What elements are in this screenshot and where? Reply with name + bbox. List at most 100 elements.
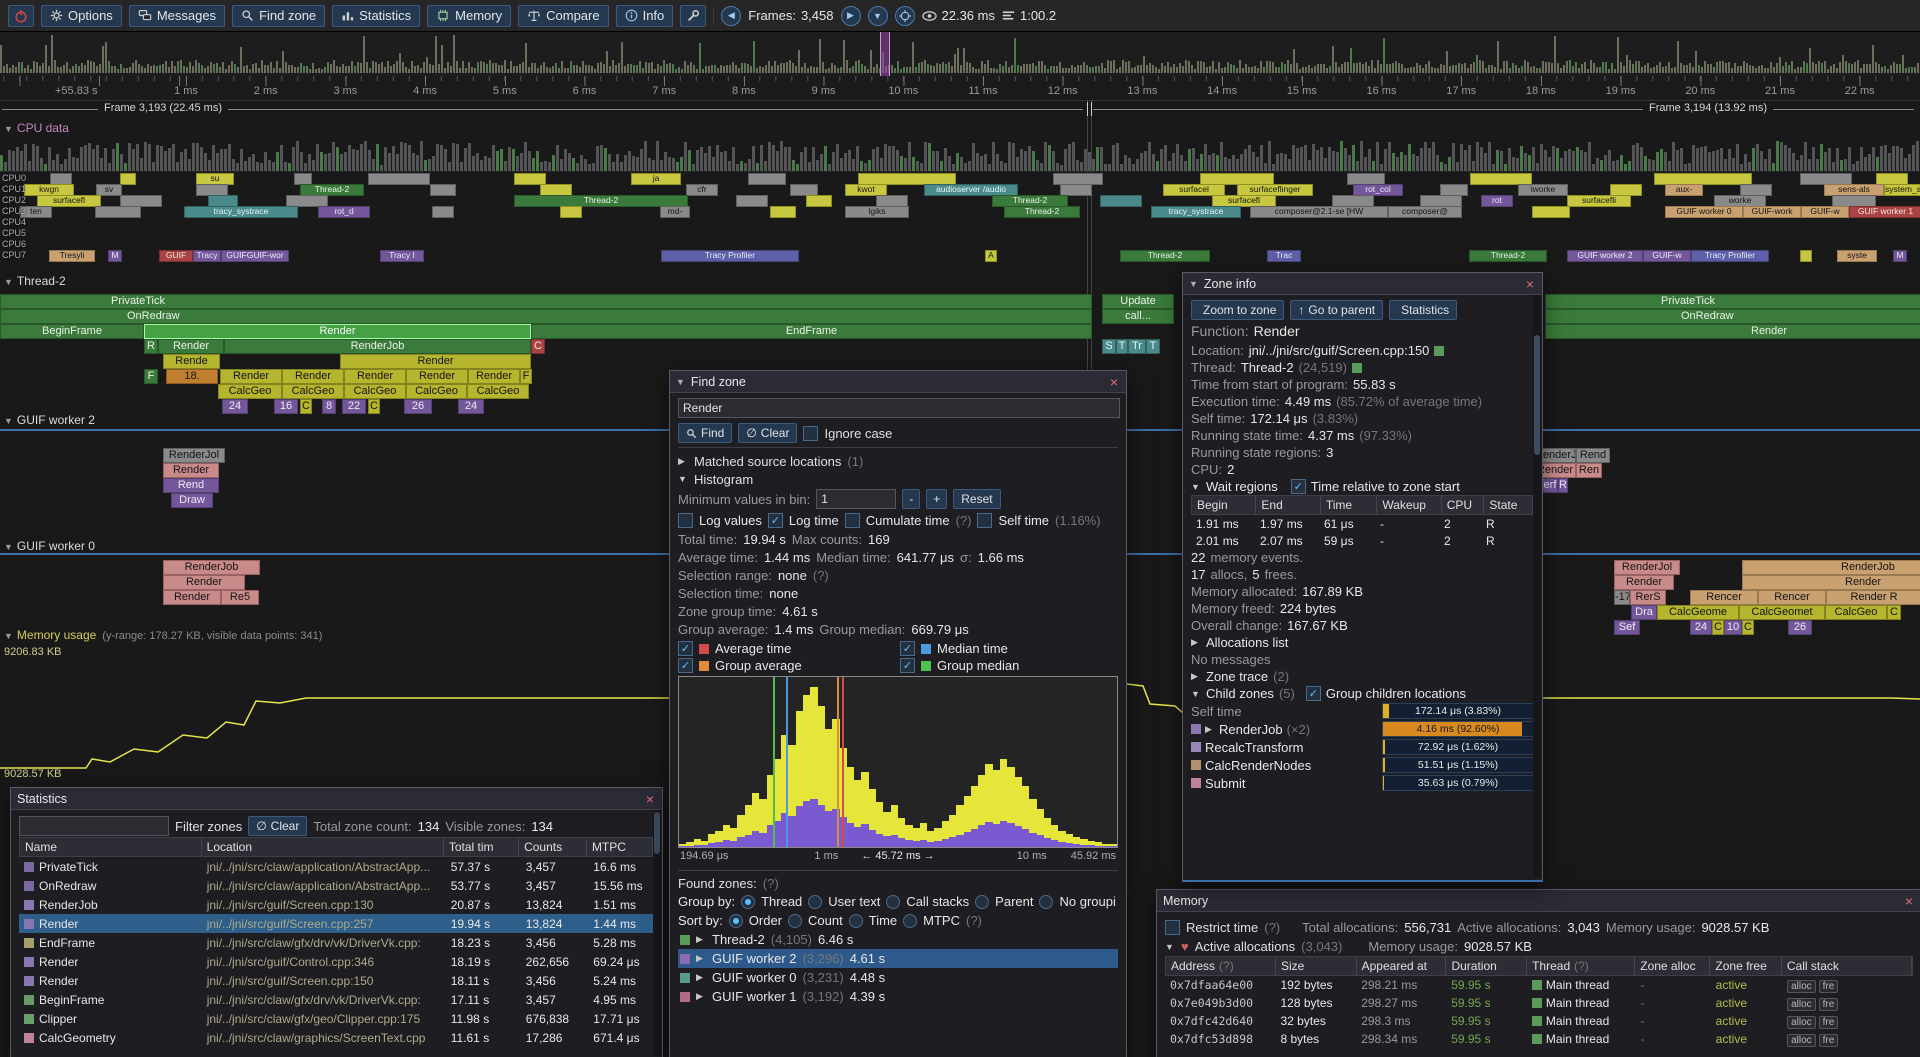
cpu-zone[interactable]: tracy_systrace — [184, 206, 298, 218]
timeline-zone[interactable]: Render — [1614, 575, 1674, 590]
timeline-zone[interactable]: R — [144, 339, 158, 354]
histogram-section-header[interactable]: ▼ Histogram — [678, 470, 1118, 488]
timeline-zone[interactable]: T — [1146, 339, 1160, 354]
cpu-zone[interactable]: Thread-2 — [1469, 250, 1547, 262]
timeline-zone[interactable]: C — [1887, 605, 1901, 620]
cpu-zone[interactable]: composer@ — [1388, 206, 1462, 218]
column-header[interactable]: Total tim — [444, 838, 520, 856]
cpu-zone[interactable] — [560, 206, 582, 218]
timeline-zone[interactable]: CalcGeo — [406, 384, 467, 399]
timeline-zone[interactable]: 16 — [274, 399, 298, 414]
child-zone-row[interactable]: Self time 172.14 μs (3.83%) — [1191, 702, 1534, 720]
allocation-row[interactable]: 0x7dfc42d640 32 bytes 298.3 ms 59.95 s Main … — [1165, 1012, 1913, 1030]
statistics-table-row[interactable]: Render jni/../jni/src/guif/Screen.cpp:257… — [19, 914, 654, 933]
statistics-scrollbar[interactable] — [653, 810, 661, 1056]
timeline-zone[interactable]: Tr — [1128, 339, 1146, 354]
frame-band[interactable]: Frame 3,193 (22.45 ms) Frame 3,194 (13.92… — [0, 100, 1920, 118]
statistics-titlebar[interactable]: Statistics × — [11, 788, 662, 810]
column-header[interactable]: Size — [1276, 957, 1357, 975]
memory-usage-header[interactable]: ▼ Memory usage (y-range: 178.27 KB, visibl… — [4, 628, 322, 642]
column-header[interactable]: Duration — [1446, 957, 1528, 975]
thread-header[interactable]: ▼ GUIF worker 2 — [4, 413, 95, 427]
timeline-zone[interactable]: RenderJob — [1742, 560, 1920, 575]
power-button[interactable] — [8, 4, 34, 27]
timeline-zone[interactable]: Render — [163, 575, 245, 590]
call-stack-button[interactable]: fre — [1818, 1033, 1839, 1047]
timeline-zone[interactable]: R — [1558, 478, 1568, 493]
memory-titlebar[interactable]: Memory × — [1157, 890, 1920, 912]
cpu-zone[interactable]: tracy_systrace — [1151, 206, 1241, 218]
timeline-zone[interactable]: F — [144, 369, 158, 384]
user-text-radio[interactable] — [808, 894, 823, 909]
cpu-zone[interactable] — [514, 173, 546, 185]
timeline-zone[interactable]: Rende — [163, 354, 220, 369]
timeline-zone[interactable]: Render — [406, 369, 468, 384]
cpu-zone[interactable]: surfacel — [1163, 184, 1225, 196]
cpu-zone[interactable]: GUIF worker 2 — [1567, 250, 1643, 262]
timeline-zone[interactable]: Render — [163, 463, 219, 478]
cpu-zone[interactable] — [286, 195, 328, 207]
zone-trace-header[interactable]: ▶ Zone trace (2) — [1191, 668, 1534, 685]
find-button[interactable]: Find — [678, 423, 733, 443]
find-zone-histogram[interactable] — [678, 676, 1118, 848]
timeline-zone[interactable]: 24 — [222, 399, 248, 414]
cpu-zone[interactable]: GUIFGUIF-wor — [221, 250, 289, 262]
cpu-zone[interactable]: ten — [20, 206, 52, 218]
close-icon[interactable]: × — [1109, 373, 1118, 390]
no-groupi-radio[interactable] — [1039, 894, 1054, 909]
timeline-zone[interactable]: RenderJob — [224, 339, 531, 354]
column-header[interactable]: Counts — [519, 838, 587, 856]
timeline-zone[interactable]: EndFrame — [531, 324, 1092, 339]
cpu-zone[interactable]: Thread-2 — [300, 184, 364, 196]
call-stack-button[interactable]: fre — [1818, 1015, 1839, 1029]
frame-overview-minimap[interactable] — [0, 32, 1920, 77]
go-to-parent-button[interactable]: ↑ Go to parent — [1290, 300, 1384, 320]
wait-column-header[interactable]: Wakeup — [1377, 496, 1442, 514]
call-stack-button[interactable]: alloc — [1787, 1015, 1816, 1029]
find-zone-search-input[interactable] — [678, 398, 1120, 418]
cpu-zone[interactable]: GUIF-work — [1743, 206, 1801, 218]
timeline-zone[interactable]: RenderJ — [1534, 448, 1576, 463]
cumulate-time-checkbox[interactable] — [844, 512, 860, 528]
cpu-zone[interactable] — [1654, 173, 1752, 185]
zoom-to-zone-button[interactable]: Zoom to zone — [1191, 300, 1285, 320]
cpu-zone[interactable]: GUIF-w — [1801, 206, 1849, 218]
child-zone-row[interactable]: ▶ RenderJob (×2) 4.16 ms (92.60%) — [1191, 720, 1534, 738]
tools-button[interactable] — [680, 4, 707, 27]
cpu-zone[interactable] — [430, 184, 456, 196]
timeline-zone[interactable]: T — [1116, 339, 1128, 354]
cpu-zone[interactable]: audioserver /audio — [924, 184, 1018, 196]
active-allocations-section-header[interactable]: ▼ ♥ Active allocations (3,043) Memory us… — [1165, 937, 1913, 956]
statistics-table-row[interactable]: Render jni/../jni/src/guif/Control.cpp:34… — [19, 952, 654, 971]
filter-zones-input[interactable] — [19, 816, 169, 836]
found-zone-group[interactable]: ▶ GUIF worker 0 (3,231) 4.48 s — [678, 968, 1118, 987]
cpu-zone[interactable] — [806, 195, 832, 207]
close-icon[interactable]: × — [645, 790, 654, 807]
options-button[interactable]: Options — [41, 4, 122, 27]
timeline-zone[interactable]: CalcGeo — [218, 384, 282, 399]
timeline-zone[interactable]: C — [368, 399, 380, 414]
zone-info-scrollbar[interactable] — [1533, 295, 1541, 878]
timeline-zone[interactable]: BeginFrame — [0, 324, 144, 339]
cpu-zone[interactable] — [120, 195, 162, 207]
timeline-zone[interactable]: CalcGeome — [1657, 605, 1739, 620]
series-toggle[interactable]: ✓ Average time — [678, 641, 896, 656]
cpu-zone[interactable]: md- — [660, 206, 690, 218]
call-stack-button[interactable]: alloc — [1787, 997, 1816, 1011]
column-header[interactable]: Thread (?) — [1527, 957, 1636, 975]
timeline-zone[interactable]: call... — [1102, 309, 1174, 324]
timeline-zone[interactable]: Rend — [163, 478, 219, 493]
cpu-zone[interactable]: GUIF-w — [1643, 250, 1691, 262]
clear-filter-button[interactable]: ∅ Clear — [248, 816, 308, 836]
next-frame-button[interactable]: ▶ — [840, 5, 861, 26]
timeline-zone[interactable]: PrivateTick — [1545, 294, 1920, 309]
timeline-zone[interactable]: 24 — [458, 399, 484, 414]
memory-button[interactable]: Memory — [427, 4, 512, 27]
allocations-list-header[interactable]: ▶ Allocations list — [1191, 634, 1534, 651]
column-header[interactable]: Name — [20, 838, 202, 856]
order-radio[interactable] — [728, 913, 743, 928]
timeline-zone[interactable]: Update — [1102, 294, 1174, 309]
statistics-table-row[interactable]: BeginFrame jni/../jni/src/claw/gfx/drv/vk… — [19, 990, 654, 1009]
cpu-data-header[interactable]: ▼ CPU data — [4, 121, 69, 135]
cpu-zone[interactable] — [368, 173, 430, 185]
